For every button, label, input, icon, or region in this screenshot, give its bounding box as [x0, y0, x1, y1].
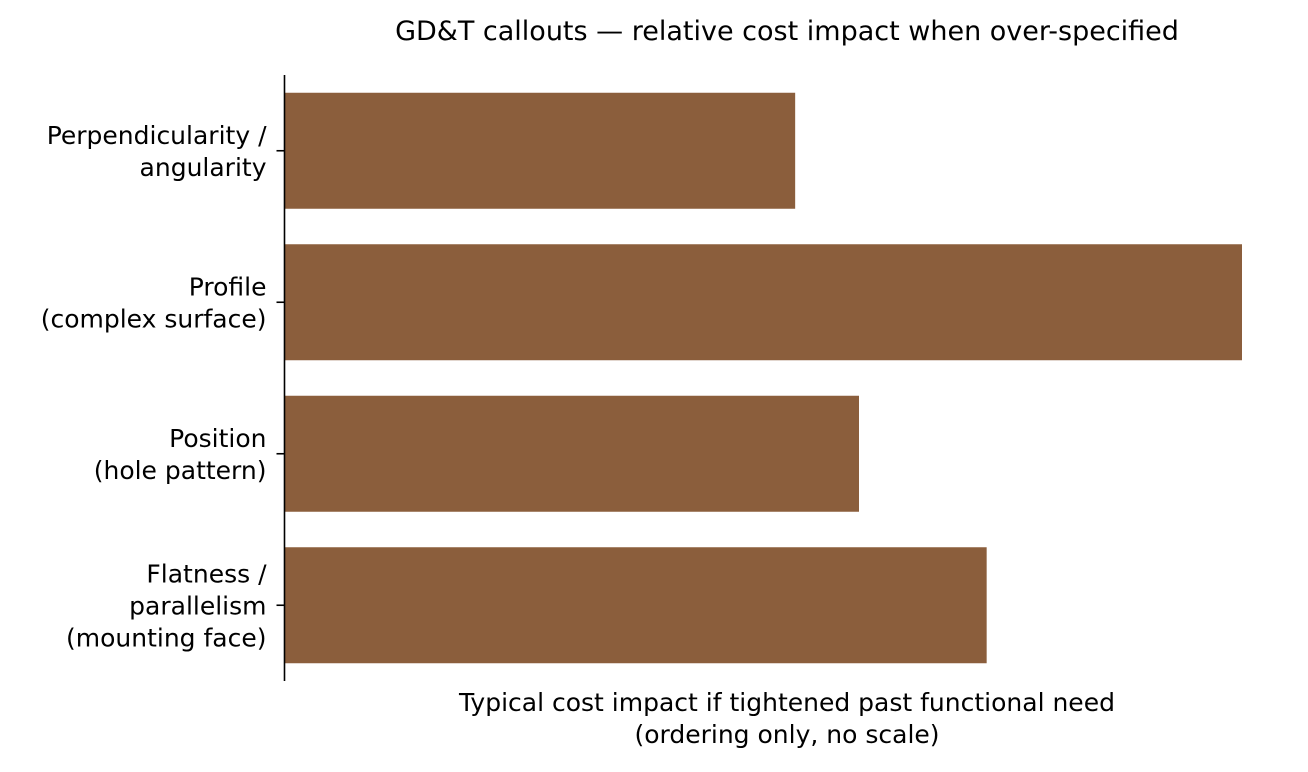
y-tick-label-line: parallelism: [129, 591, 266, 620]
y-tick-label-line: Position: [169, 424, 266, 453]
y-axis-tick-labels: Perpendicularity / angularity Profile (comp…: [41, 121, 267, 653]
y-tick-label: Position (hole pattern): [94, 424, 267, 485]
y-tick-label-line: Profile: [189, 272, 267, 301]
bar: [284, 244, 1242, 361]
y-axis-ticks: [276, 149, 285, 607]
y-tick-label-line: Flatness /: [146, 559, 267, 588]
x-axis-label-line: Typical cost impact if tightened past fu…: [458, 688, 1115, 717]
y-tick-label-line: Perpendicularity /: [47, 121, 267, 150]
y-tick-label: Flatness / parallelism (mounting face): [66, 559, 267, 652]
y-tick-label-line: (hole pattern): [94, 456, 267, 485]
y-tick-label: Profile (complex surface): [41, 272, 267, 333]
x-axis-label-line: (ordering only, no scale): [634, 720, 939, 749]
bar: [284, 92, 796, 209]
bar: [284, 395, 859, 512]
bar: [284, 547, 987, 664]
y-tick-label-line: angularity: [140, 153, 267, 182]
bars-group: [284, 92, 1242, 664]
x-axis-label: Typical cost impact if tightened past fu…: [458, 688, 1115, 749]
chart-title: GD&T callouts — relative cost impact whe…: [395, 16, 1179, 47]
y-tick-label-line: (mounting face): [66, 623, 267, 652]
y-tick-label: Perpendicularity / angularity: [47, 121, 267, 182]
y-tick-label-line: (complex surface): [41, 304, 267, 333]
